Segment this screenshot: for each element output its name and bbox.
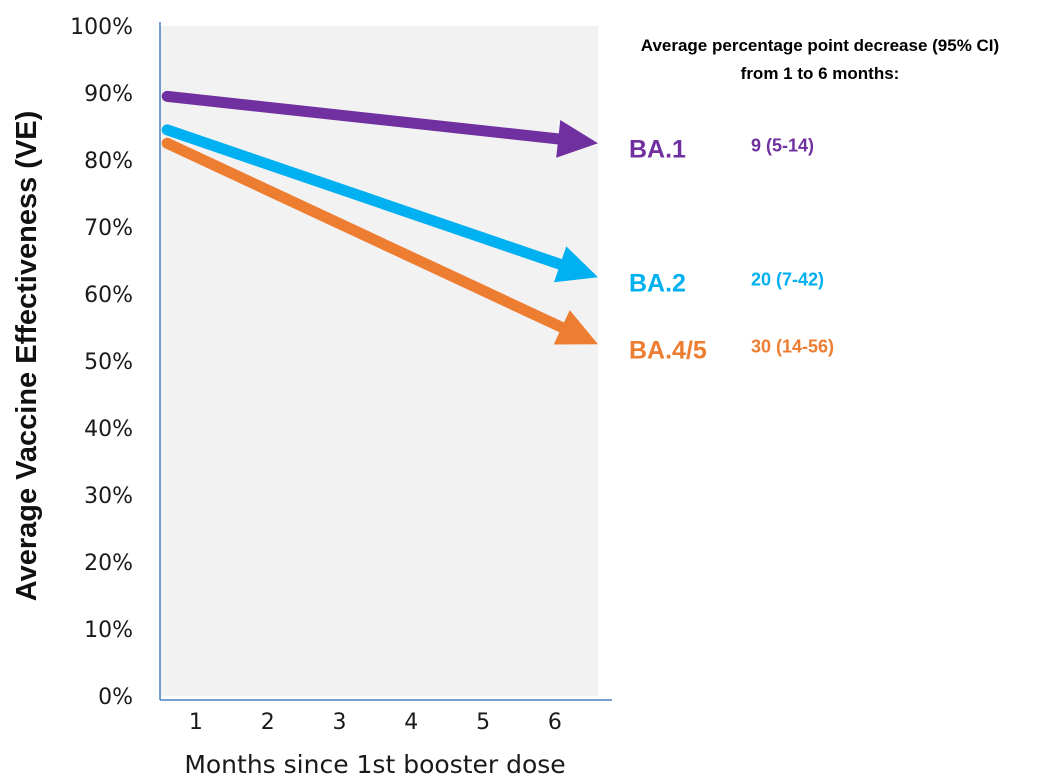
series-name-label: BA.1 [629, 135, 686, 163]
series-value-label: 9 (5-14) [751, 135, 814, 155]
x-tick-label: 5 [476, 710, 490, 735]
x-tick-label: 4 [404, 710, 418, 735]
series-line [161, 124, 568, 271]
annotation-line-2: from 1 to 6 months: [741, 64, 900, 83]
series-value-label: 20 (7-42) [751, 269, 824, 289]
annotation-line-1: Average percentage point decrease (95% C… [641, 36, 999, 55]
y-tick-label: 90% [84, 82, 133, 107]
x-axis-ticks: 1 2 3 4 5 6 [189, 710, 562, 735]
y-axis-label: Average Vaccine Effectiveness (VE) [11, 111, 43, 602]
series-arrow-3 [161, 137, 598, 345]
y-tick-label: 70% [84, 216, 133, 241]
series-arrowhead [556, 120, 598, 158]
series-arrow-2 [161, 124, 598, 283]
y-tick-label: 100% [70, 15, 133, 40]
x-tick-label: 6 [548, 710, 562, 735]
series-value-label: 30 (14-56) [751, 336, 834, 356]
series-line [161, 137, 570, 334]
y-tick-label: 40% [84, 417, 133, 442]
y-tick-label: 20% [84, 551, 133, 576]
y-tick-label: 30% [84, 484, 133, 509]
x-tick-label: 1 [189, 710, 203, 735]
y-axis-ticks: 0% 10% 20% 30% 40% 50% 60% 70% 80% 90% 100% [70, 15, 133, 710]
series-arrow-1 [161, 90, 598, 158]
series-name-label: BA.2 [629, 269, 686, 297]
y-tick-label: 80% [84, 149, 133, 174]
series-arrowhead [553, 310, 598, 345]
x-axis-label: Months since 1st booster dose [184, 750, 565, 779]
series-arrowhead [554, 246, 598, 283]
axes [159, 22, 612, 701]
y-tick-label: 60% [84, 283, 133, 308]
series-name-label: BA.4/5 [629, 336, 707, 364]
y-tick-label: 0% [98, 685, 133, 710]
series-labels: BA.1 9 (5-14) BA.2 20 (7-42) BA.4/5 30 (14-56… [629, 135, 834, 364]
y-tick-label: 10% [84, 618, 133, 643]
plot-area [160, 26, 598, 696]
x-tick-label: 3 [333, 710, 347, 735]
series-line [161, 90, 566, 145]
y-tick-label: 50% [84, 350, 133, 375]
series-arrows [161, 90, 598, 345]
x-tick-label: 2 [261, 710, 275, 735]
